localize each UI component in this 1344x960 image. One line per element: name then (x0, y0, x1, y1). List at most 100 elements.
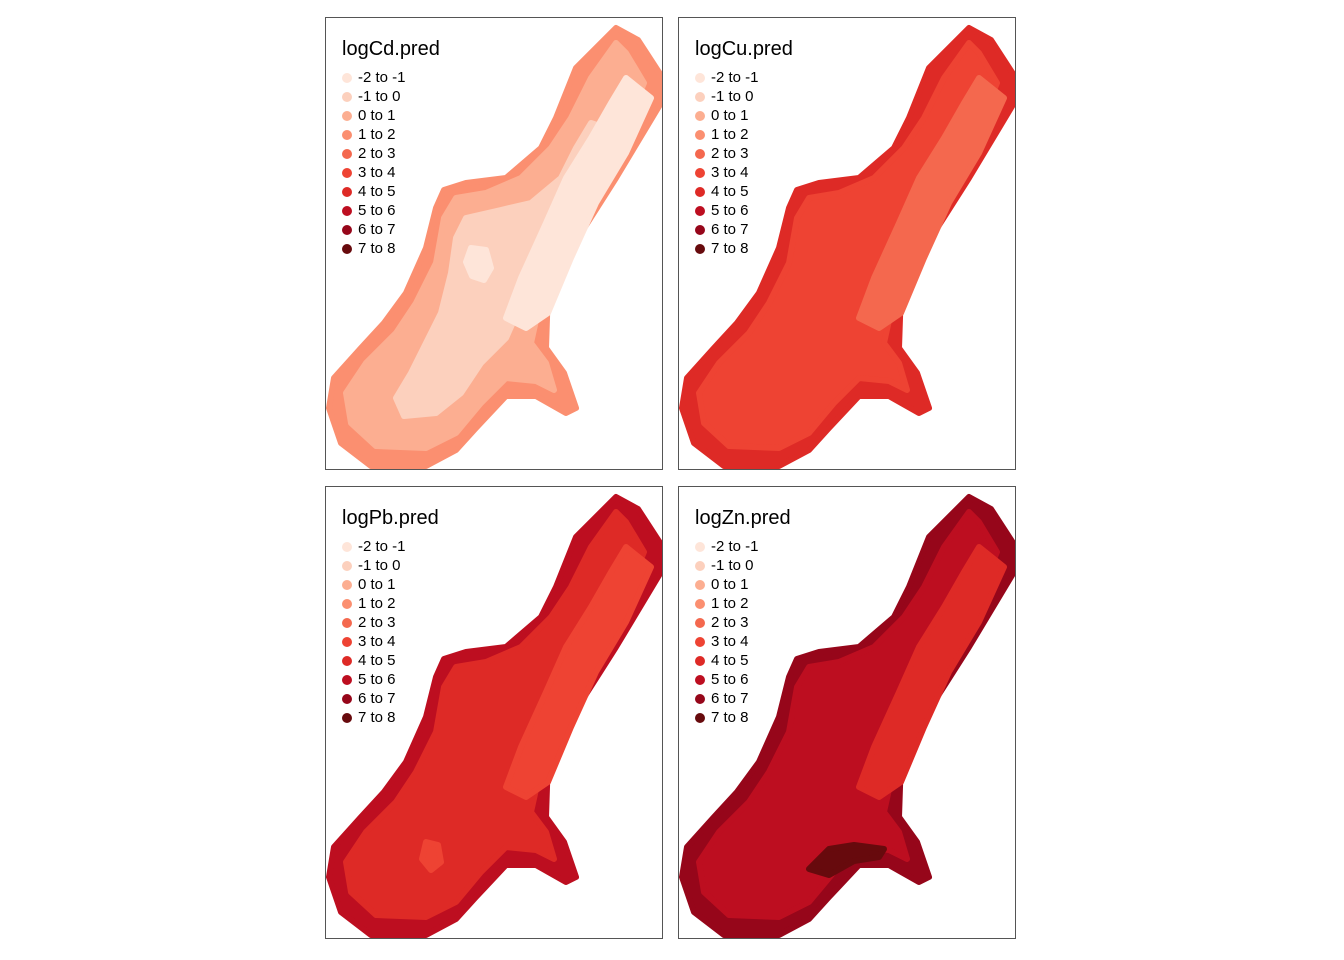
legend: -2 to -1 -1 to 0 0 to 1 1 to 2 2 to 3 3 to 4 4… (695, 68, 759, 258)
legend-swatch (342, 636, 352, 647)
legend-item: 3 to 4 (695, 632, 759, 651)
map-canvas (679, 25, 1015, 469)
map-title: logZn.pred (695, 507, 791, 529)
legend-swatch (342, 224, 352, 235)
legend-swatch (342, 617, 352, 628)
legend-swatch (695, 598, 705, 609)
legend-label: 7 to 8 (358, 709, 396, 726)
legend-item: -2 to -1 (342, 68, 406, 87)
legend-item: 4 to 5 (342, 651, 406, 670)
legend-swatch (342, 655, 352, 666)
legend-swatch (342, 148, 352, 159)
legend-item: 2 to 3 (695, 613, 759, 632)
legend-label: 5 to 6 (358, 671, 396, 688)
legend-label: -1 to 0 (358, 88, 401, 105)
legend-swatch (695, 617, 705, 628)
legend-label: 4 to 5 (358, 183, 396, 200)
map-title: logCd.pred (342, 38, 440, 60)
map-region-east-band (503, 75, 654, 331)
legend-item: 5 to 6 (695, 670, 759, 689)
legend-label: 2 to 3 (711, 145, 749, 162)
legend-item: 5 to 6 (695, 201, 759, 220)
legend: -2 to -1 -1 to 0 0 to 1 1 to 2 2 to 3 3 to 4 4… (695, 537, 759, 727)
legend-item: 6 to 7 (342, 220, 406, 239)
legend-swatch (695, 674, 705, 685)
legend-item: 0 to 1 (695, 106, 759, 125)
legend-item: 1 to 2 (342, 594, 406, 613)
legend-item: 3 to 4 (342, 632, 406, 651)
legend-label: 7 to 8 (358, 240, 396, 257)
legend-swatch (695, 110, 705, 121)
legend-item: 2 to 3 (342, 144, 406, 163)
map-panel-zn: logZn.pred -2 to -1 -1 to 0 0 to 1 1 to 2 2 t… (678, 486, 1016, 939)
legend-label: -2 to -1 (711, 538, 759, 555)
legend-swatch (695, 560, 705, 571)
map-panel-cd: logCd.pred -2 to -1 -1 to 0 0 to 1 1 to 2 2 t… (325, 17, 663, 470)
legend-swatch (695, 541, 705, 552)
legend-swatch (342, 167, 352, 178)
legend-label: 1 to 2 (358, 595, 396, 612)
legend-item: 7 to 8 (695, 708, 759, 727)
legend-label: 5 to 6 (711, 202, 749, 219)
legend-label: 6 to 7 (711, 690, 749, 707)
legend-item: 5 to 6 (342, 670, 406, 689)
legend-item: 2 to 3 (342, 613, 406, 632)
legend-item: -2 to -1 (695, 537, 759, 556)
legend-item: 6 to 7 (342, 689, 406, 708)
legend-item: -1 to 0 (695, 87, 759, 106)
legend-item: 0 to 1 (342, 575, 406, 594)
legend-item: 7 to 8 (342, 239, 406, 258)
map-region-east-band (856, 544, 1007, 800)
legend-item: 6 to 7 (695, 220, 759, 239)
legend-item: 1 to 2 (342, 125, 406, 144)
legend-swatch (695, 636, 705, 647)
legend-item: 5 to 6 (342, 201, 406, 220)
map-region-hole (463, 245, 494, 283)
legend-label: 1 to 2 (711, 595, 749, 612)
legend-label: -2 to -1 (711, 69, 759, 86)
legend-item: 6 to 7 (695, 689, 759, 708)
legend-label: 7 to 8 (711, 240, 749, 257)
map-region-east-band (503, 544, 654, 800)
legend-label: 1 to 2 (711, 126, 749, 143)
legend-swatch (342, 243, 352, 254)
legend-label: 4 to 5 (358, 652, 396, 669)
legend-label: 5 to 6 (711, 671, 749, 688)
legend-label: 3 to 4 (711, 164, 749, 181)
legend-swatch (342, 541, 352, 552)
legend-swatch (695, 148, 705, 159)
legend-label: 2 to 3 (711, 614, 749, 631)
legend-label: 0 to 1 (358, 576, 396, 593)
legend-swatch (695, 655, 705, 666)
legend-swatch (342, 129, 352, 140)
legend-swatch (342, 598, 352, 609)
legend-item: 3 to 4 (695, 163, 759, 182)
legend-item: 0 to 1 (695, 575, 759, 594)
legend-item: 0 to 1 (342, 106, 406, 125)
map-canvas (326, 25, 662, 469)
legend-label: 6 to 7 (358, 690, 396, 707)
legend-item: 7 to 8 (695, 239, 759, 258)
legend-item: -1 to 0 (695, 556, 759, 575)
legend-label: -2 to -1 (358, 69, 406, 86)
legend-swatch (342, 186, 352, 197)
legend-item: 3 to 4 (342, 163, 406, 182)
legend-item: 1 to 2 (695, 594, 759, 613)
legend-label: 6 to 7 (711, 221, 749, 238)
legend-item: 1 to 2 (695, 125, 759, 144)
legend-label: 3 to 4 (711, 633, 749, 650)
map-canvas (326, 494, 662, 938)
map-region-bottom-dark (806, 842, 887, 878)
map-panel-pb: logPb.pred -2 to -1 -1 to 0 0 to 1 1 to 2 2 t… (325, 486, 663, 939)
map-region-east-band (856, 75, 1007, 331)
legend-swatch (342, 110, 352, 121)
legend-item: -2 to -1 (695, 68, 759, 87)
legend-swatch (342, 693, 352, 704)
legend-item: 2 to 3 (695, 144, 759, 163)
legend-label: 3 to 4 (358, 633, 396, 650)
legend-label: 1 to 2 (358, 126, 396, 143)
legend-label: -2 to -1 (358, 538, 406, 555)
legend-item: 4 to 5 (695, 651, 759, 670)
legend-label: 3 to 4 (358, 164, 396, 181)
legend-swatch (695, 224, 705, 235)
